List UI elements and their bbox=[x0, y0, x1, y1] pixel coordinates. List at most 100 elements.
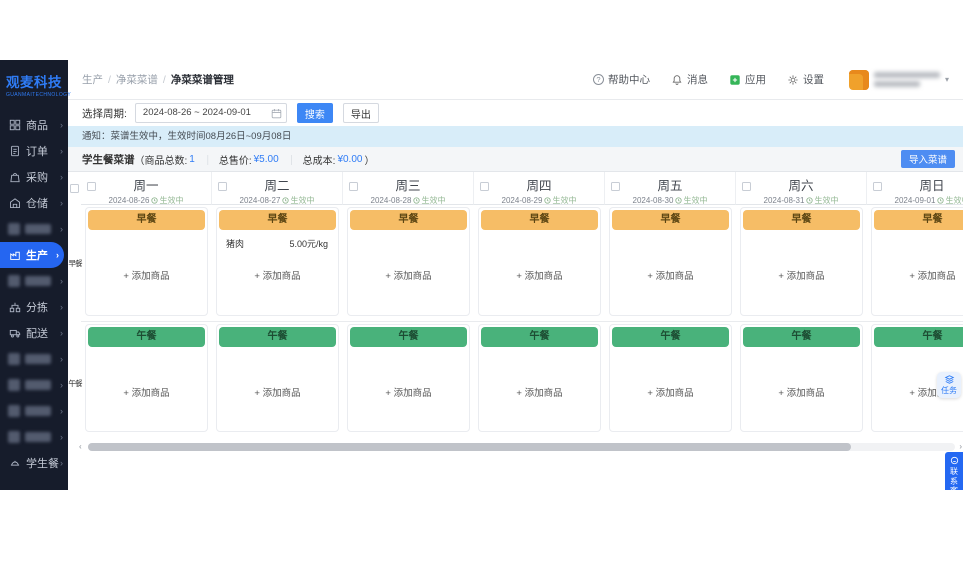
calendar-icon bbox=[271, 108, 282, 118]
search-button[interactable]: 搜索 bbox=[296, 103, 333, 123]
sidebar-item-blurred-3[interactable]: › bbox=[0, 346, 68, 372]
day-checkbox[interactable] bbox=[349, 182, 358, 191]
menu-item-row[interactable]: 猪肉 5.00元/kg bbox=[217, 237, 338, 250]
day-checkbox[interactable] bbox=[873, 182, 882, 191]
breakfast-cell: 早餐 + 添加商品 bbox=[343, 205, 474, 322]
breakfast-cell: 早餐 + 添加商品 bbox=[867, 205, 963, 322]
add-product-link[interactable]: + 添加商品 bbox=[123, 271, 170, 282]
sidebar-item-procurement[interactable]: 采购 › bbox=[0, 164, 68, 190]
add-product-link[interactable]: + 添加商品 bbox=[385, 388, 432, 399]
breakfast-card-header: 早餐 bbox=[219, 210, 336, 230]
day-date: 2024-08-29 bbox=[501, 196, 543, 205]
scroll-left-arrow-icon[interactable]: ‹ bbox=[79, 442, 82, 451]
sidebar-item-delivery[interactable]: 配送 › bbox=[0, 320, 68, 346]
lunch-cell: 午餐 + 添加商品 bbox=[605, 322, 736, 437]
messages-button[interactable]: 消息 bbox=[671, 72, 708, 87]
add-product-link[interactable]: + 添加商品 bbox=[909, 388, 956, 399]
breakfast-card: 早餐 + 添加商品 bbox=[85, 207, 208, 316]
chevron-down-icon: ▾ bbox=[944, 75, 949, 84]
gear-icon bbox=[788, 74, 798, 85]
app-window: 观麦科技 GUANMAITECHNOLOGY 商品 › 订单 › 采购 › 仓储… bbox=[0, 60, 963, 490]
lunch-cell: 午餐 + 添加商品 bbox=[81, 322, 212, 437]
export-button[interactable]: 导出 bbox=[342, 103, 379, 123]
sidebar-item-blurred-2[interactable]: › bbox=[0, 268, 68, 294]
chevron-right-icon: › bbox=[60, 328, 63, 338]
lunch-card-header: 午餐 bbox=[743, 327, 860, 347]
total-price-value: ¥5.00 bbox=[253, 153, 279, 165]
items-count-label: 商品总数: bbox=[144, 155, 188, 167]
blurred-label bbox=[25, 354, 51, 364]
sidebar-item-blurred-1[interactable]: › bbox=[0, 216, 68, 242]
chevron-right-icon: › bbox=[60, 276, 63, 286]
lunch-card: 午餐 + 添加商品 bbox=[85, 324, 208, 432]
lunch-card-header: 午餐 bbox=[350, 327, 467, 347]
add-product-link[interactable]: + 添加商品 bbox=[778, 388, 825, 399]
day-date: 2024-08-28 bbox=[370, 196, 412, 205]
task-float-button[interactable]: 任务 bbox=[937, 372, 961, 398]
sidebar-item-blurred-6[interactable]: › bbox=[0, 424, 68, 450]
add-product-link[interactable]: + 添加商品 bbox=[909, 271, 956, 282]
clock-icon bbox=[413, 197, 421, 204]
clock-icon bbox=[544, 197, 552, 204]
user-menu[interactable]: ▾ bbox=[848, 69, 949, 90]
day-checkbox[interactable] bbox=[480, 182, 489, 191]
sidebar-item-sorting[interactable]: 分拣 › bbox=[0, 294, 68, 320]
main-area: 生产 / 净菜菜谱 / 净菜菜谱管理 ? 帮助中心 消息 应用 设置 bbox=[68, 60, 963, 490]
day-checkbox[interactable] bbox=[87, 182, 96, 191]
breakfast-card-header: 早餐 bbox=[350, 210, 467, 230]
apps-button[interactable]: 应用 bbox=[729, 72, 766, 87]
user-name-blurred bbox=[873, 71, 940, 88]
day-column-4: 周四 2024-08-29 生效中 早餐 + 添加商品 午餐 + 添加商品 bbox=[474, 172, 605, 437]
scrollbar-thumb[interactable] bbox=[88, 443, 851, 451]
add-product-link[interactable]: + 添加商品 bbox=[516, 271, 563, 282]
help-center-button[interactable]: ? 帮助中心 bbox=[592, 72, 650, 87]
import-menu-button[interactable]: 导入菜谱 bbox=[900, 150, 955, 168]
add-product-link[interactable]: + 添加商品 bbox=[254, 388, 301, 399]
breadcrumb-item[interactable]: 生产 bbox=[82, 74, 103, 86]
status-badge: 生效中 bbox=[675, 195, 707, 206]
status-badge: 生效中 bbox=[806, 195, 838, 206]
sidebar-item-student-meal[interactable]: 学生餐 › bbox=[0, 450, 68, 476]
day-header: 周二 2024-08-27 生效中 bbox=[212, 172, 343, 205]
add-product-link[interactable]: + 添加商品 bbox=[254, 271, 301, 282]
settings-button[interactable]: 设置 bbox=[787, 72, 824, 87]
add-product-link[interactable]: + 添加商品 bbox=[516, 388, 563, 399]
breakfast-cell: 早餐 + 添加商品 bbox=[736, 205, 867, 322]
clock-icon bbox=[675, 197, 683, 204]
add-product-link[interactable]: + 添加商品 bbox=[385, 271, 432, 282]
breadcrumb-item[interactable]: 净菜菜谱 bbox=[115, 74, 158, 86]
status-badge: 生效中 bbox=[937, 195, 963, 206]
date-range-input[interactable]: 2024-08-26 ~ 2024-09-01 bbox=[134, 103, 287, 123]
day-checkbox[interactable] bbox=[742, 182, 751, 191]
day-column-1: 周一 2024-08-26 生效中 早餐 + 添加商品 午餐 + 添加商品 bbox=[81, 172, 212, 437]
total-price-label: 总售价: bbox=[218, 155, 252, 167]
day-date: 2024-08-30 bbox=[632, 196, 674, 205]
add-product-link[interactable]: + 添加商品 bbox=[647, 271, 694, 282]
day-checkbox[interactable] bbox=[611, 182, 620, 191]
cart-icon bbox=[8, 171, 21, 184]
sidebar-menu: 商品 › 订单 › 采购 › 仓储 › › 生产 › › 分拣 › 配送 › › bbox=[0, 112, 68, 476]
add-product-link[interactable]: + 添加商品 bbox=[778, 271, 825, 282]
chevron-right-icon: › bbox=[60, 458, 63, 468]
chevron-right-icon: › bbox=[56, 250, 59, 260]
sidebar-item-blurred-4[interactable]: › bbox=[0, 372, 68, 398]
scrollbar-track[interactable] bbox=[88, 443, 955, 451]
brand-logo-subtext: GUANMAITECHNOLOGY bbox=[6, 92, 72, 98]
sidebar-item-goods[interactable]: 商品 › bbox=[0, 112, 68, 138]
sidebar-item-orders[interactable]: 订单 › bbox=[0, 138, 68, 164]
customer-service-button[interactable]: 联系客服 bbox=[945, 452, 963, 490]
menu-summary-bar: 学生餐菜谱 （ 商品总数: 1 ｜ 总售价: ¥5.00 ｜ 总成本: ¥0.0… bbox=[68, 147, 963, 172]
sidebar-item-production[interactable]: 生产 › bbox=[0, 242, 64, 268]
scroll-right-arrow-icon[interactable]: › bbox=[959, 442, 962, 451]
chevron-right-icon: › bbox=[60, 198, 63, 208]
add-product-link[interactable]: + 添加商品 bbox=[123, 388, 170, 399]
sidebar-item-blurred-5[interactable]: › bbox=[0, 398, 68, 424]
select-all-checkbox[interactable] bbox=[70, 184, 79, 193]
status-badge: 生效中 bbox=[151, 195, 183, 206]
day-column-7: 周日 2024-09-01 生效中 早餐 + 添加商品 午餐 + 添加商品 bbox=[867, 172, 963, 437]
total-cost-value: ¥0.00 bbox=[337, 153, 363, 165]
day-checkbox[interactable] bbox=[218, 182, 227, 191]
day-header: 周四 2024-08-29 生效中 bbox=[474, 172, 605, 205]
add-product-link[interactable]: + 添加商品 bbox=[647, 388, 694, 399]
sidebar-item-warehouse[interactable]: 仓储 › bbox=[0, 190, 68, 216]
